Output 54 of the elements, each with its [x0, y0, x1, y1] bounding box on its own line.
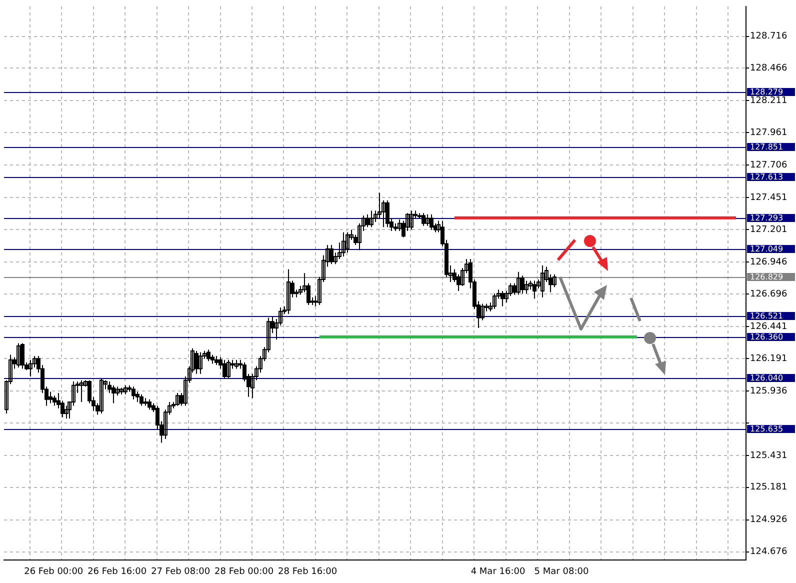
candlestick [64, 405, 68, 420]
x-tick-label: 28 Feb 00:00 [214, 566, 274, 577]
ref-line-label: 127.293 [750, 214, 784, 223]
x-tick-label: 26 Feb 16:00 [88, 566, 147, 577]
x-tick-label: 4 Mar 16:00 [470, 566, 526, 577]
y-tick-label: 128.716 [750, 32, 788, 42]
candlestick [492, 293, 496, 310]
y-tick-label: 125.936 [750, 386, 788, 396]
y-tick-label: 126.191 [750, 354, 788, 364]
candlestick [72, 381, 76, 406]
candlestick [28, 359, 32, 377]
candlestick [410, 210, 414, 230]
y-tick-label: 127.451 [750, 193, 788, 204]
candlestick [226, 359, 230, 380]
y-tick-label: 128.211 [750, 96, 788, 106]
ref-line-label: 126.829 [750, 272, 784, 282]
candlestick [176, 392, 180, 406]
candlestick [552, 274, 556, 288]
y-tick-label: 127.706 [750, 160, 788, 170]
y-tick-label: 128.466 [750, 64, 788, 74]
y-tick-label: 126.696 [750, 289, 788, 300]
candlestick [346, 232, 350, 254]
y-tick-label: 127.961 [750, 128, 788, 138]
ref-line-label: 127.851 [750, 142, 784, 152]
y-tick-label: 127.201 [750, 224, 788, 235]
y-tick-label: 124.926 [750, 515, 788, 526]
candlestick [480, 303, 484, 321]
candlestick [342, 232, 346, 258]
candlestick [516, 271, 520, 296]
candlestick [426, 214, 430, 226]
candlestick [370, 210, 374, 228]
x-tick-label: 27 Feb 08:00 [151, 566, 210, 577]
ref-line-label: 126.040 [750, 374, 784, 383]
x-tick-label: 28 Feb 16:00 [278, 566, 338, 577]
y-tick-label: 126.946 [750, 257, 788, 268]
ref-line-label: 126.521 [750, 312, 784, 321]
ref-line-label: 125.635 [750, 424, 784, 434]
x-tick-label: 26 Feb 00:00 [24, 566, 84, 577]
y-tick-label: 126.441 [750, 322, 788, 332]
candlestick [198, 352, 202, 374]
y-tick-label: 125.431 [750, 450, 788, 461]
ref-line-label: 128.279 [750, 88, 784, 97]
ref-line-label: 126.360 [750, 332, 784, 342]
candlestick [16, 342, 20, 368]
candlestick [286, 268, 290, 314]
x-tick-label: 5 Mar 08:00 [534, 566, 589, 577]
candlestick [540, 264, 544, 298]
y-tick-label: 124.676 [750, 547, 788, 558]
candlestick [100, 378, 104, 414]
y-tick-label: 125.181 [750, 482, 788, 493]
ref-line-label: 127.049 [750, 244, 784, 254]
ref-line-label: 127.613 [750, 172, 784, 182]
candlestick [524, 280, 528, 294]
candlestick [80, 380, 84, 402]
